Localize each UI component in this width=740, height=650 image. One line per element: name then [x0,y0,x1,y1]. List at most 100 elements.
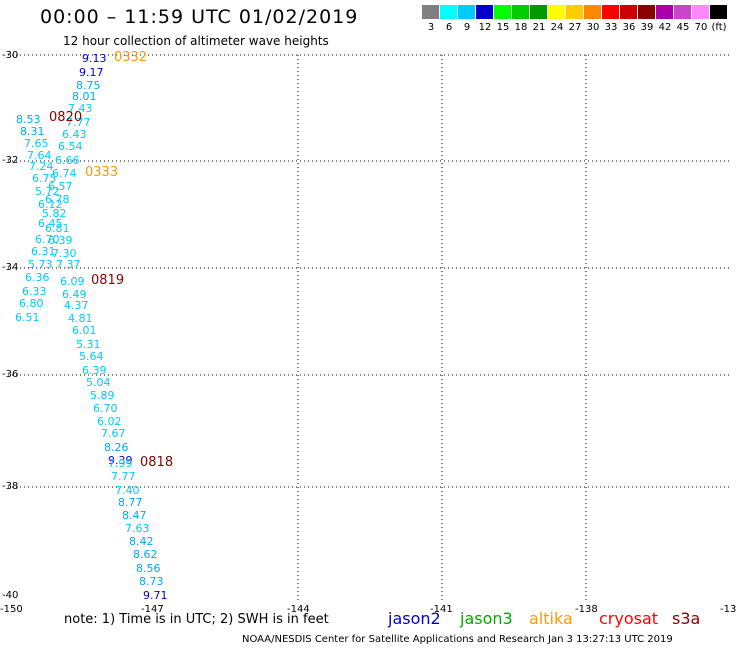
scale-swatch [422,5,439,19]
wave-height-reading: 7.99 [108,457,133,470]
wave-height-reading: 8.53 [16,113,41,126]
satellite-legend-jason2: jason2 [388,609,441,628]
wave-height-reading: 6.45 [38,217,63,230]
wave-height-reading: 7.63 [125,522,150,535]
wave-height-reading: 7.77 [66,116,91,129]
lat-label: -40 [2,590,19,601]
wave-height-reading: 5.89 [90,389,115,402]
lat-label: -38 [2,481,19,492]
units-note: note: 1) Time is in UTC; 2) SWH is in fe… [64,612,329,627]
scale-label: 24 [550,22,564,33]
wave-height-reading: 7.40 [115,484,140,497]
lat-label: -30 [2,50,19,61]
scale-swatch [674,5,691,19]
scale-label: 21 [532,22,546,33]
scale-label: 12 [478,22,492,33]
scale-swatch [494,5,511,19]
lon-label: -138 [575,604,598,615]
wave-height-reading: 9.39 [108,454,133,467]
wave-height-reading: 6.33 [22,285,47,298]
wave-height-reading: 7.43 [68,102,93,115]
wave-height-reading: 8.75 [76,79,101,92]
scale-label: 6 [445,22,453,33]
scale-swatch [638,5,655,19]
wave-height-reading: 5.82 [42,207,67,220]
pass-time-label: 0819 [91,273,125,288]
wave-height-reading: 5.72 [35,185,60,198]
scale-label: 39 [640,22,654,33]
wave-height-reading: 8.42 [129,535,154,548]
wave-height-reading: 8.01 [72,90,97,103]
wave-height-reading: 9.71 [143,589,168,602]
wave-height-reading: 9.17 [79,66,104,79]
wave-height-reading: 6.57 [48,180,73,193]
wave-height-reading: 6.66 [55,154,80,167]
wave-height-reading: 8.56 [136,562,161,575]
scale-swatch [584,5,601,19]
wave-height-reading: 6.80 [19,297,44,310]
map-subtitle: 12 hour collection of altimeter wave hei… [63,34,329,48]
wave-height-reading: 8.77 [118,496,143,509]
wave-height-reading: 6.09 [60,275,85,288]
wave-height-reading: 4.81 [68,312,93,325]
wave-height-reading: 5.64 [79,350,104,363]
scale-swatch [548,5,565,19]
wave-height-reading: 6.70 [35,233,60,246]
wave-height-reading: 6.54 [58,140,83,153]
wave-height-reading: 8.62 [133,548,158,561]
wave-height-reading: 6.75 [32,172,57,185]
scale-label: 36 [622,22,636,33]
wave-height-reading: 7.30 [52,247,77,260]
wave-height-reading: 6.81 [45,222,70,235]
wave-height-reading: 6.49 [62,288,87,301]
wave-height-reading: 6.43 [62,128,87,141]
scale-label: 3 [427,22,435,33]
scale-swatch [440,5,457,19]
lon-label: -150 [0,604,23,615]
wave-height-reading: 8.47 [122,509,147,522]
wave-height-reading: 9.13 [82,52,107,65]
scale-label: 9 [463,22,471,33]
scale-label: (ft) [711,22,727,33]
lon-label: -147 [141,604,164,615]
wave-height-reading: 6.36 [25,271,50,284]
wave-height-reading: 5.31 [76,338,101,351]
scale-swatch [530,5,547,19]
wave-height-reading: 6.31 [31,245,56,258]
scale-swatch [458,5,475,19]
scale-swatch [512,5,529,19]
lat-label: -32 [2,155,19,166]
wave-height-reading: 8.73 [139,575,164,588]
scale-label: 30 [586,22,600,33]
wave-height-reading: 7.67 [101,427,126,440]
wave-height-reading: 6.78 [45,193,70,206]
pass-time-label: 0333 [85,165,119,180]
scale-label: 15 [496,22,510,33]
wave-height-reading: 5.73 [28,258,53,271]
wave-height-reading: 6.01 [72,324,97,337]
lon-label: -141 [430,604,453,615]
scale-label: 70 [694,22,708,33]
wave-height-reading: 8.26 [104,441,129,454]
wave-height-reading: 6.12 [38,198,63,211]
wave-height-reading: 5.04 [86,376,111,389]
lon-label: -13 [720,604,737,615]
pass-time-label: 0820 [49,110,83,125]
scale-swatch [656,5,673,19]
scale-label: 33 [604,22,618,33]
scale-swatch [476,5,493,19]
wave-height-reading: 7.64 [27,149,52,162]
wave-height-reading: 6.74 [52,167,77,180]
credit-line: NOAA/NESDIS Center for Satellite Applica… [242,634,673,645]
pass-time-label: 0818 [140,455,174,470]
wave-height-reading: 6.39 [48,234,73,247]
scale-swatch [620,5,637,19]
lon-label: -144 [287,604,310,615]
wave-height-reading: 7.65 [24,137,49,150]
wave-height-reading: 7.24 [29,160,54,173]
scale-swatch [692,5,709,19]
satellite-legend-altika: altika [529,609,573,628]
scale-swatch [710,5,727,19]
wave-height-reading: 6.02 [97,415,122,428]
satellite-legend-s3a: s3a [672,609,701,628]
